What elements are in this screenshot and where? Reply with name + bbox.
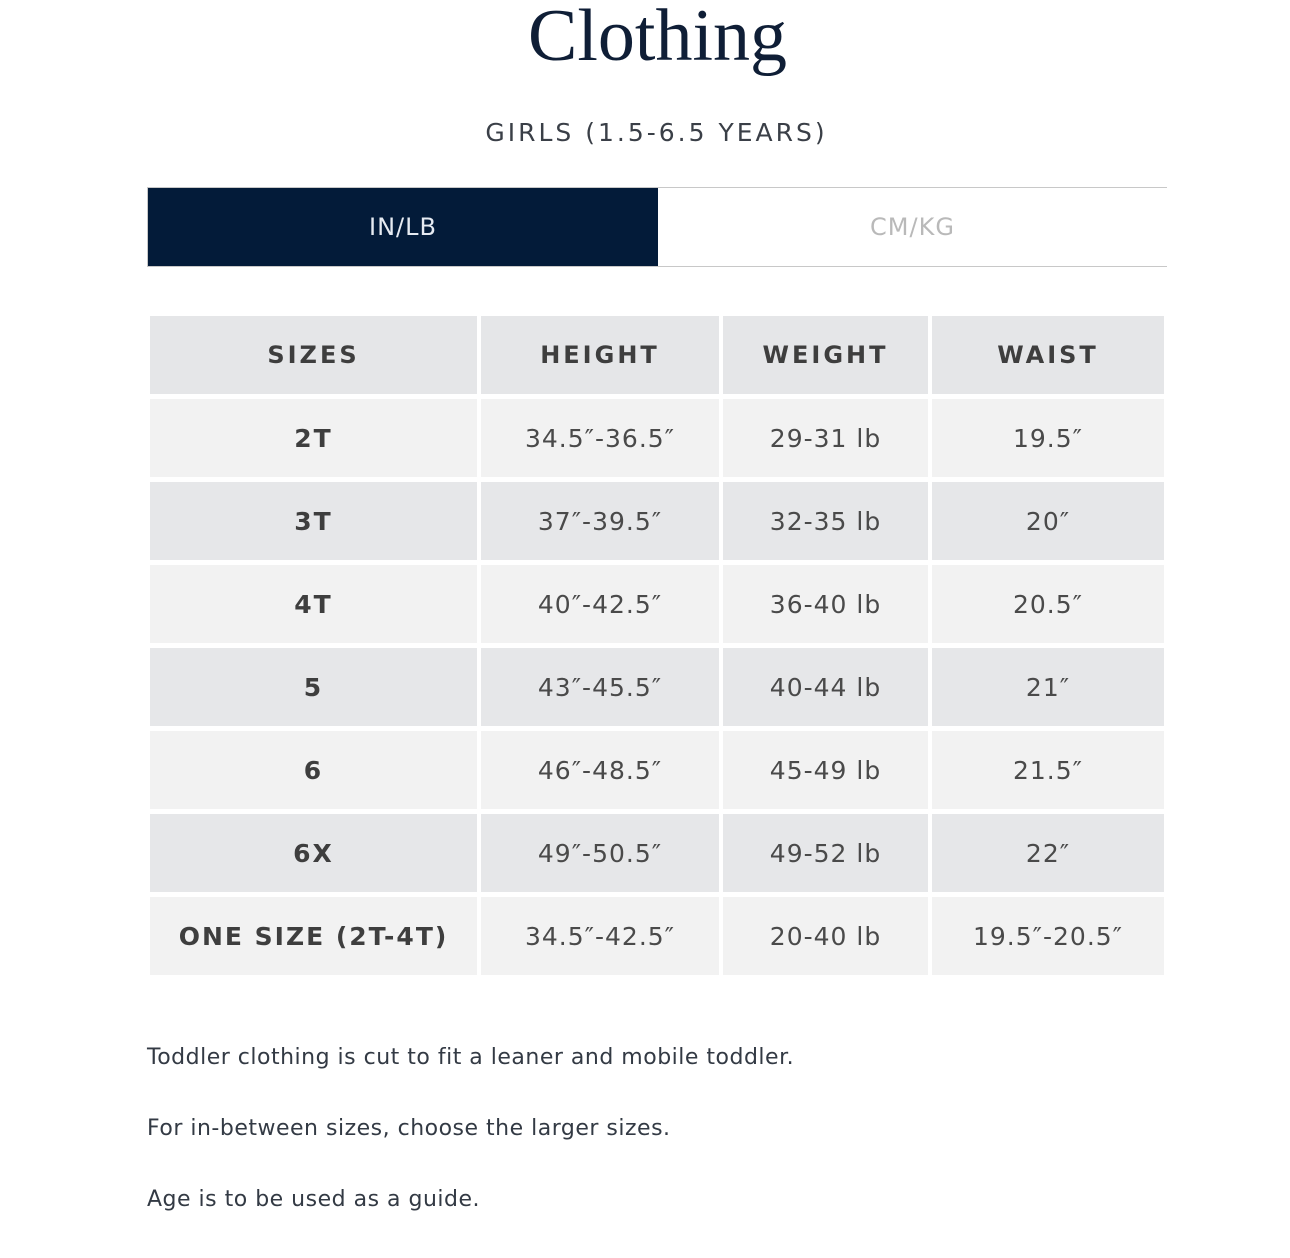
cell-weight: 45-49 lb bbox=[723, 731, 928, 809]
cell-height: 37″-39.5″ bbox=[481, 482, 719, 560]
cell-waist: 21″ bbox=[932, 648, 1164, 726]
cell-weight: 36-40 lb bbox=[723, 565, 928, 643]
table-row: 3T 37″-39.5″ 32-35 lb 20″ bbox=[150, 482, 1164, 560]
cell-size: 4T bbox=[150, 565, 477, 643]
cell-size: 2T bbox=[150, 399, 477, 477]
cell-waist: 20″ bbox=[932, 482, 1164, 560]
notes: Toddler clothing is cut to fit a leaner … bbox=[147, 1045, 794, 1258]
note-toddler-fit: Toddler clothing is cut to fit a leaner … bbox=[147, 1045, 795, 1070]
cell-height: 49″-50.5″ bbox=[481, 814, 719, 892]
unit-in-lb-tab[interactable]: IN/LB bbox=[148, 188, 658, 266]
cell-size: 3T bbox=[150, 482, 477, 560]
cell-height: 34.5″-36.5″ bbox=[481, 399, 719, 477]
note-age-guide: Age is to be used as a guide. bbox=[147, 1187, 481, 1212]
cell-waist: 19.5″-20.5″ bbox=[932, 897, 1164, 975]
page-title: Clothing bbox=[527, 0, 788, 77]
cell-size: 5 bbox=[150, 648, 477, 726]
header-waist: WAIST bbox=[932, 316, 1164, 394]
table-header-row: SIZES HEIGHT WEIGHT WAIST bbox=[150, 316, 1164, 394]
cell-weight: 29-31 lb bbox=[723, 399, 928, 477]
cell-waist: 20.5″ bbox=[932, 565, 1164, 643]
table-row: ONE SIZE (2T-4T) 34.5″-42.5″ 20-40 lb 19.5″… bbox=[150, 897, 1164, 975]
cell-weight: 20-40 lb bbox=[723, 897, 928, 975]
cell-waist: 22″ bbox=[932, 814, 1164, 892]
cell-size: ONE SIZE (2T-4T) bbox=[150, 897, 477, 975]
cell-height: 43″-45.5″ bbox=[481, 648, 719, 726]
size-chart-table: SIZES HEIGHT WEIGHT WAIST 2T 34.5″-36.5″ 2… bbox=[146, 311, 1168, 980]
table-row: 6X 49″-50.5″ 49-52 lb 22″ bbox=[150, 814, 1164, 892]
cell-size: 6X bbox=[150, 814, 477, 892]
table-row: 5 43″-45.5″ 40-44 lb 21″ bbox=[150, 648, 1164, 726]
header-height: HEIGHT bbox=[481, 316, 719, 394]
cell-size: 6 bbox=[150, 731, 477, 809]
cell-waist: 19.5″ bbox=[932, 399, 1164, 477]
cell-weight: 40-44 lb bbox=[723, 648, 928, 726]
header-weight: WEIGHT bbox=[723, 316, 928, 394]
table-row: 2T 34.5″-36.5″ 29-31 lb 19.5″ bbox=[150, 399, 1164, 477]
cell-waist: 21.5″ bbox=[932, 731, 1164, 809]
note-in-between: For in-between sizes, choose the larger … bbox=[147, 1116, 671, 1141]
cell-height: 46″-48.5″ bbox=[481, 731, 719, 809]
header-sizes: SIZES bbox=[150, 316, 477, 394]
cell-height: 40″-42.5″ bbox=[481, 565, 719, 643]
page-subtitle: GIRLS (1.5-6.5 YEARS) bbox=[485, 118, 828, 147]
cell-weight: 32-35 lb bbox=[723, 482, 928, 560]
unit-toggle: IN/LB CM/KG bbox=[147, 187, 1167, 267]
table-row: 6 46″-48.5″ 45-49 lb 21.5″ bbox=[150, 731, 1164, 809]
unit-cm-kg-tab[interactable]: CM/KG bbox=[658, 188, 1167, 266]
cell-height: 34.5″-42.5″ bbox=[481, 897, 719, 975]
cell-weight: 49-52 lb bbox=[723, 814, 928, 892]
table-row: 4T 40″-42.5″ 36-40 lb 20.5″ bbox=[150, 565, 1164, 643]
